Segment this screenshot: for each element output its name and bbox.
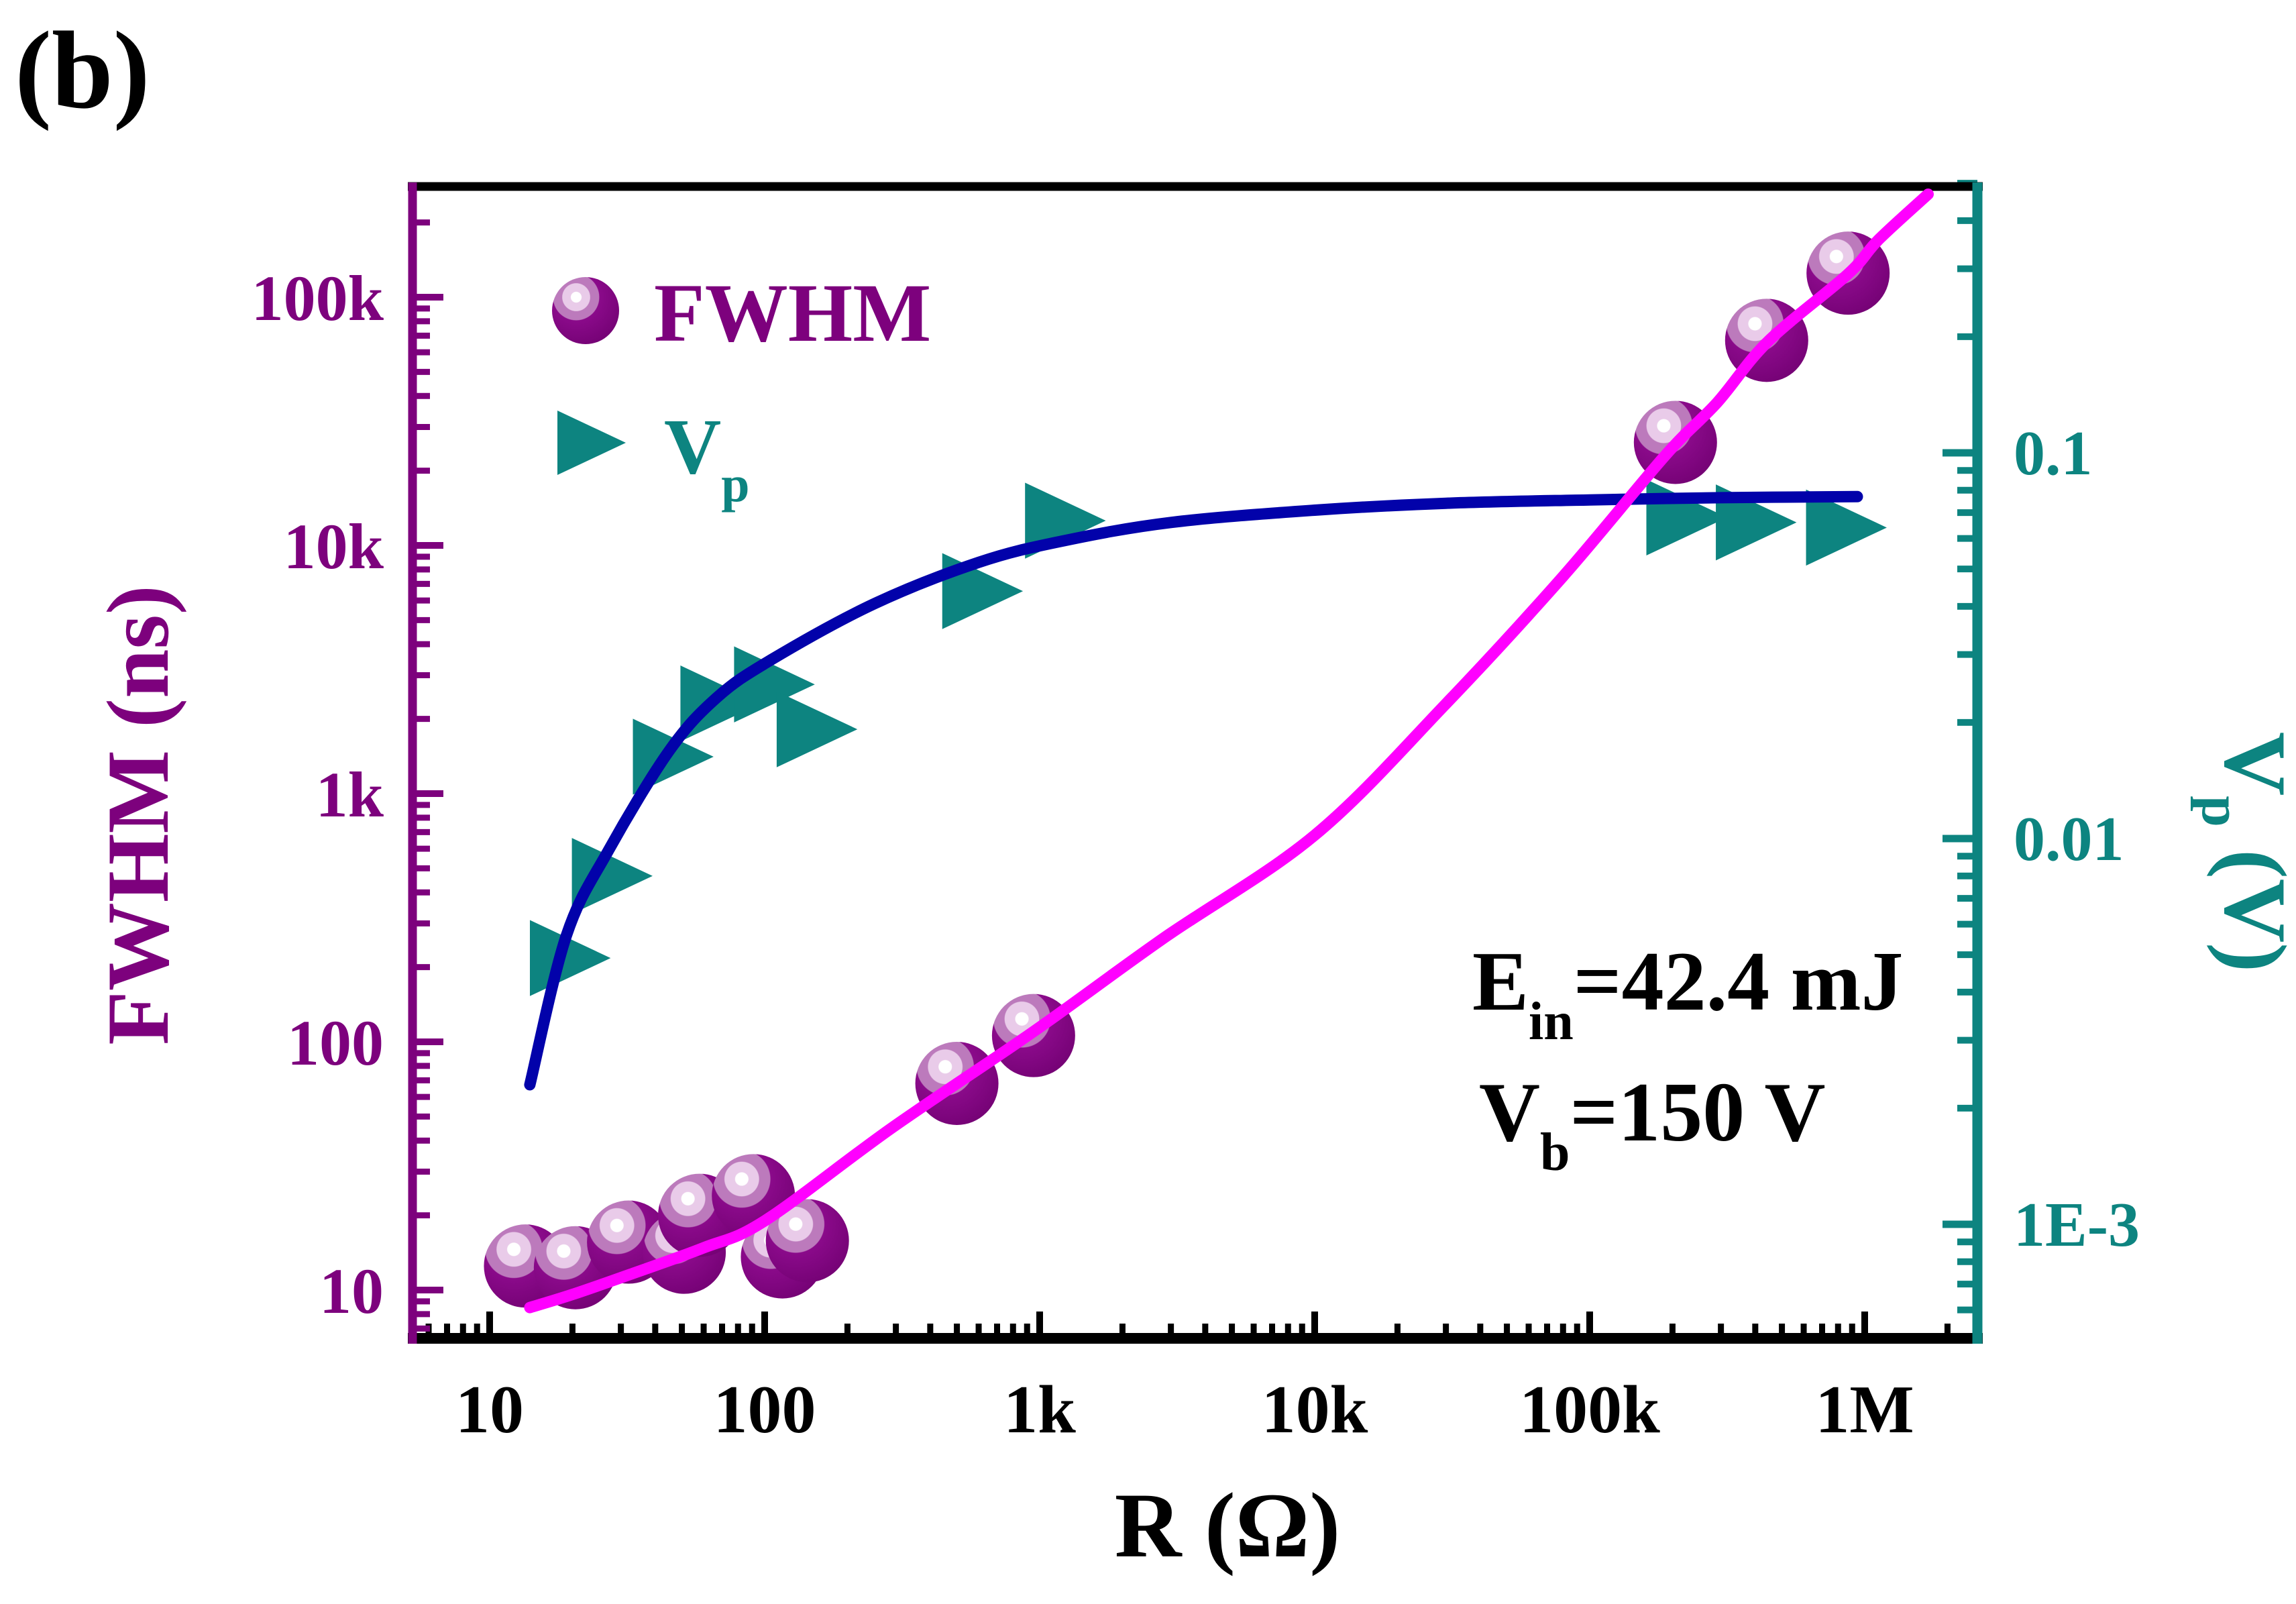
legend-sphere-icon xyxy=(552,277,619,344)
x-tick-label: 100 xyxy=(714,1372,816,1448)
vp-scatter-series xyxy=(530,479,1887,996)
y-right-title-rest: (V) xyxy=(2206,827,2296,972)
vp-triangle-marker xyxy=(680,665,761,742)
annotation-segment: E xyxy=(1472,935,1529,1028)
annotation-subscript: b xyxy=(1540,1123,1570,1182)
x-tick-label: 10k xyxy=(1262,1372,1368,1448)
y-right-tick-label: 0.1 xyxy=(2014,419,2093,488)
annotation-segment: =150 V xyxy=(1570,1066,1826,1159)
annotation-segment: =42.4 mJ xyxy=(1574,935,1904,1028)
vp-fit-line xyxy=(524,490,1863,1091)
figure-label: (b) xyxy=(15,9,150,131)
y-left-tick-label: 1k xyxy=(316,759,384,831)
vp-triangle-marker xyxy=(776,691,858,767)
y-right-title-sub: p xyxy=(2190,796,2252,827)
legend-vp-sub: p xyxy=(721,456,749,513)
x-tick-label: 100k xyxy=(1519,1372,1660,1448)
annotation-segment: V xyxy=(1479,1066,1540,1159)
legend-label-fwhm: FWHM xyxy=(654,267,931,359)
x-tick-label: 1M xyxy=(1815,1372,1914,1448)
annotation-text-1: Vb=150 V xyxy=(1479,1066,1826,1182)
y-right-axis-title: Vp (V) xyxy=(2190,732,2296,972)
x-axis-title: R (Ω) xyxy=(1115,1474,1341,1576)
y-right-title-main: V xyxy=(2206,732,2296,796)
annotation-text-0: Ein=42.4 mJ xyxy=(1472,935,1904,1051)
x-tick-label: 1k xyxy=(1003,1372,1076,1448)
y-left-tick-label: 100 xyxy=(287,1007,384,1079)
vp-triangle-marker xyxy=(1646,479,1727,555)
y-left-tick-label: 100k xyxy=(252,262,384,334)
tick-labels-group: 10 100 1k 10k 100k 1M 10 100 1k 10k 100k 0.1 0.01 1E-… xyxy=(252,262,2140,1448)
annotation-subscript: in xyxy=(1529,992,1574,1051)
y-right-tick-label: 0.01 xyxy=(2014,804,2124,874)
x-tick-label: 10 xyxy=(455,1372,524,1448)
y-right-tick-label: 1E-3 xyxy=(2014,1190,2140,1260)
plot-area-group xyxy=(484,189,1934,1314)
legend: FWHM Vp xyxy=(552,267,931,513)
vp-triangle-marker xyxy=(1806,489,1887,566)
vp-triangle-marker xyxy=(571,838,653,914)
y-left-tick-label: 10k xyxy=(284,511,384,582)
legend-vp-main: V xyxy=(664,403,721,490)
y-left-tick-label: 10 xyxy=(319,1255,384,1327)
legend-triangle-icon xyxy=(557,411,626,475)
fwhm-fit-line xyxy=(524,189,1934,1314)
axes-group xyxy=(408,180,1983,1344)
vp-triangle-marker xyxy=(1716,484,1797,561)
legend-label-vp: Vp xyxy=(664,403,750,513)
fwhm-sphere-marker xyxy=(765,1199,849,1283)
y-left-axis-title: FWHM (ns) xyxy=(89,585,187,1045)
